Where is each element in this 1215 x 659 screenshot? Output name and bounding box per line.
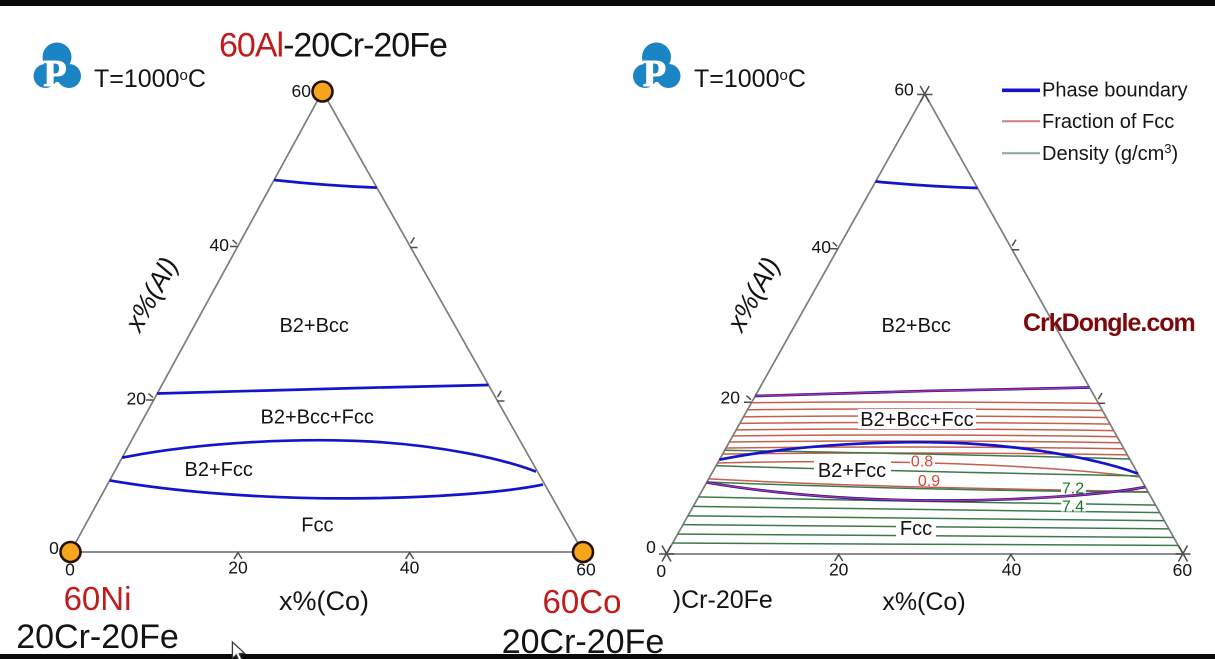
svg-text:0.8: 0.8 [911, 454, 933, 471]
svg-text:B2+Fcc: B2+Fcc [818, 460, 886, 482]
svg-text:T=1000oC: T=1000oC [94, 65, 206, 93]
svg-text:60Co: 60Co [543, 583, 622, 620]
svg-text:B2+Bcc: B2+Bcc [279, 315, 348, 337]
svg-text:P: P [43, 53, 66, 95]
svg-text:T=1000oC: T=1000oC [694, 65, 806, 93]
svg-text:Density (g/cm3): Density (g/cm3) [1042, 141, 1178, 165]
svg-text:B2+Bcc+Fcc: B2+Bcc+Fcc [261, 407, 374, 429]
svg-text:x%(Co): x%(Co) [882, 588, 965, 616]
svg-text:60: 60 [576, 560, 596, 580]
svg-text:20: 20 [721, 388, 741, 408]
svg-text:40: 40 [1002, 560, 1022, 580]
svg-text:60Al-20Cr-20Fe: 60Al-20Cr-20Fe [219, 27, 447, 65]
svg-text:B2+Bcc: B2+Bcc [881, 315, 950, 337]
svg-text:)Cr-20Fe: )Cr-20Fe [673, 586, 773, 614]
svg-text:CrkDongle.com: CrkDongle.com [1023, 309, 1195, 337]
svg-text:0.9: 0.9 [918, 473, 940, 490]
svg-text:60Ni: 60Ni [64, 580, 132, 617]
svg-text:Fcc: Fcc [301, 515, 333, 537]
svg-text:Phase boundary: Phase boundary [1042, 80, 1188, 102]
svg-text:B2+Bcc+Fcc: B2+Bcc+Fcc [860, 409, 973, 431]
svg-text:0: 0 [646, 537, 656, 557]
svg-text:7.2: 7.2 [1062, 481, 1084, 498]
svg-text:40: 40 [210, 235, 230, 255]
svg-text:0: 0 [656, 561, 666, 581]
svg-text:0: 0 [49, 538, 59, 558]
svg-text:20: 20 [829, 560, 849, 580]
svg-text:60: 60 [894, 80, 914, 100]
svg-text:20: 20 [127, 389, 147, 409]
svg-text:7.4: 7.4 [1062, 499, 1084, 516]
svg-text:60: 60 [292, 81, 312, 101]
svg-text:B2+Fcc: B2+Fcc [185, 459, 253, 481]
svg-text:Fraction of Fcc: Fraction of Fcc [1042, 111, 1174, 133]
svg-text:P: P [643, 53, 666, 95]
svg-text:0: 0 [65, 560, 75, 580]
svg-text:x%(Co): x%(Co) [279, 586, 369, 616]
svg-text:60: 60 [1173, 560, 1193, 580]
svg-text:20Cr-20Fe: 20Cr-20Fe [502, 623, 665, 659]
svg-text:20Cr-20Fe: 20Cr-20Fe [16, 618, 179, 656]
svg-text:20: 20 [228, 558, 248, 578]
svg-text:40: 40 [812, 237, 832, 257]
svg-text:Fcc: Fcc [900, 518, 932, 540]
svg-text:40: 40 [400, 558, 420, 578]
